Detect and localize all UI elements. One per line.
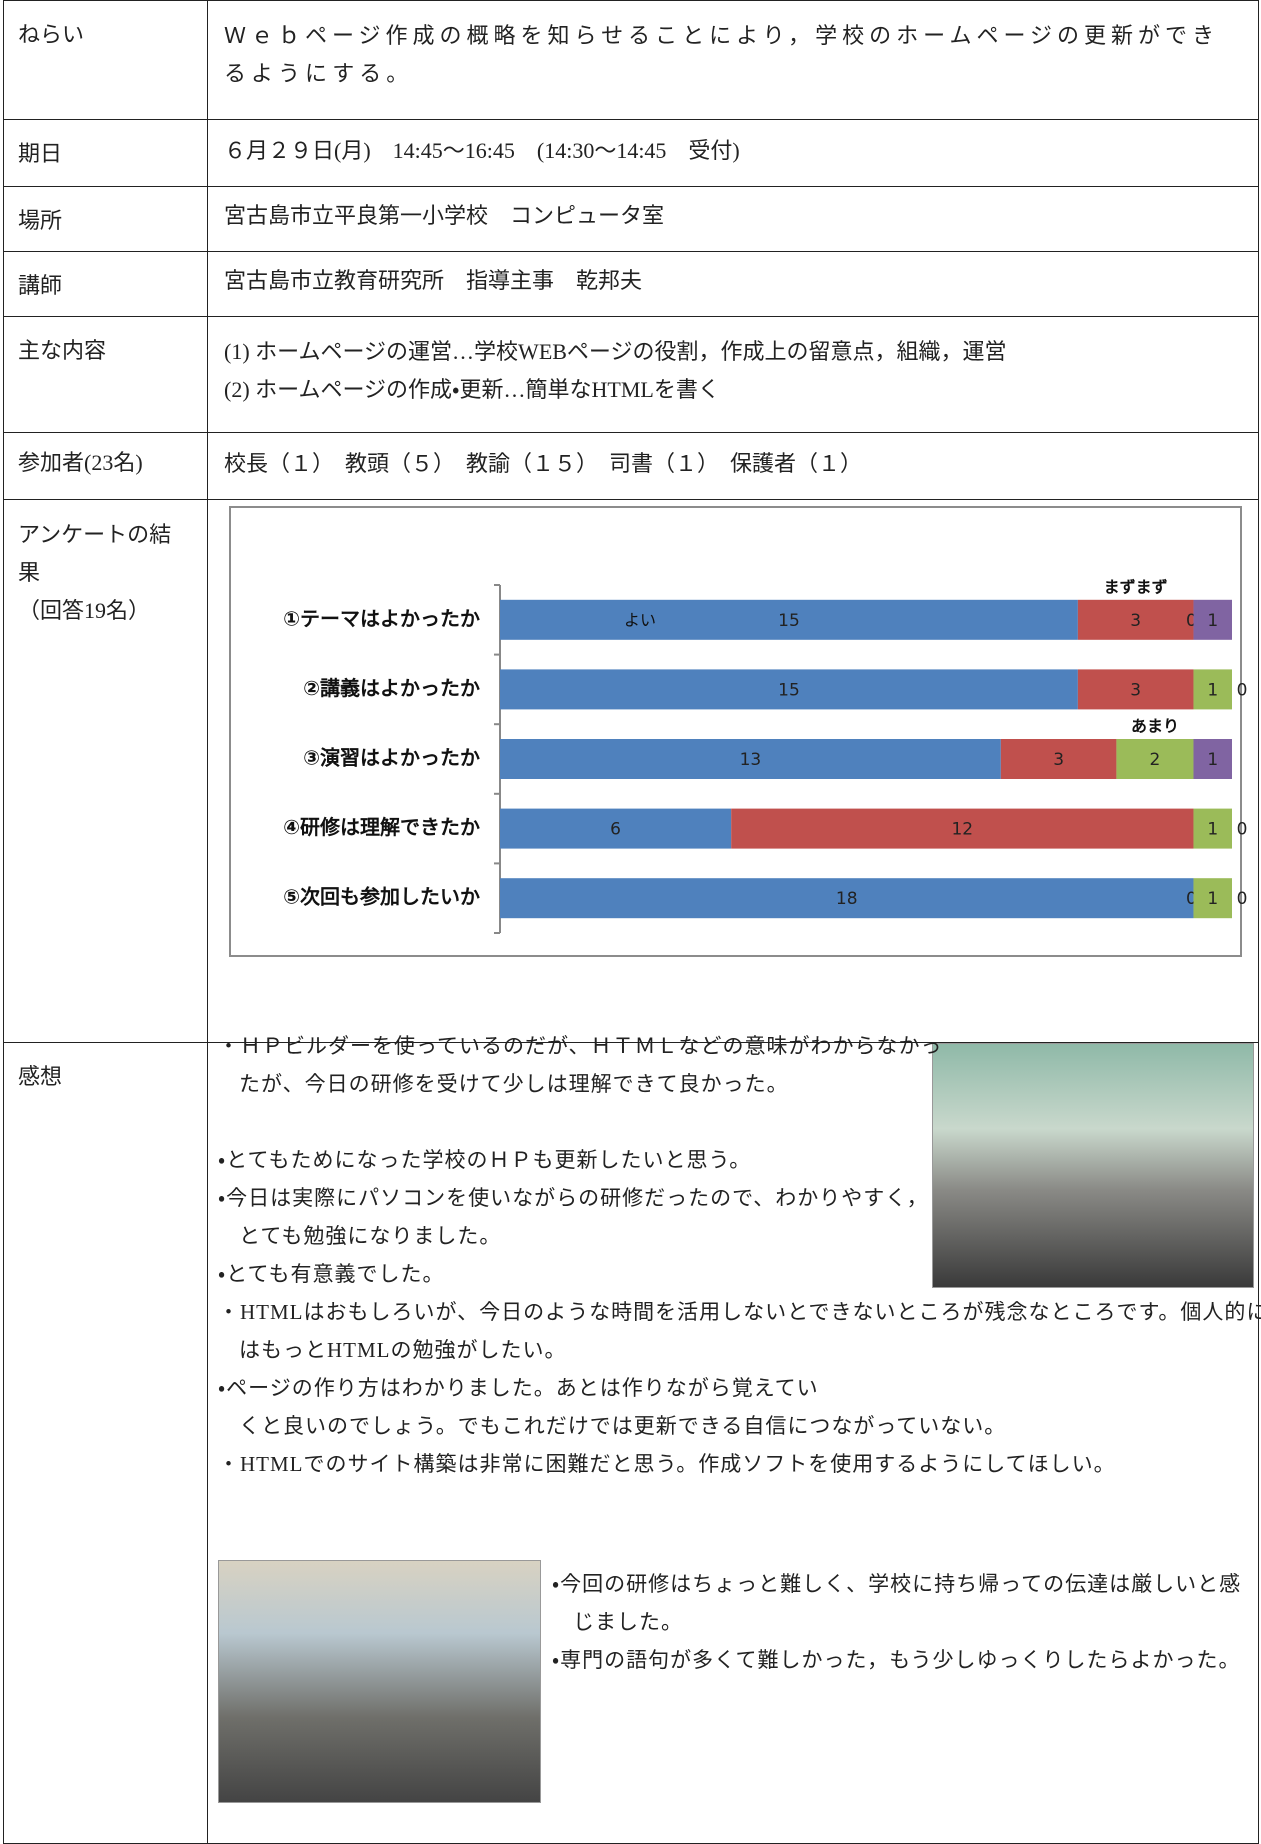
series-name: よい — [624, 610, 656, 629]
data-label: 6 — [610, 820, 621, 840]
data-label: 0 — [1237, 889, 1248, 909]
category-label: ①テーマはよかったか — [283, 606, 480, 630]
data-label: 3 — [1130, 611, 1141, 631]
data-label: 12 — [951, 820, 973, 840]
data-label: 15 — [778, 611, 800, 631]
chart: ①テーマはよかったか15301②講義はよかったか15310③演習はよかったか13… — [0, 0, 1261, 1825]
series-name: あまり — [1131, 717, 1179, 736]
category-label: ②講義はよかったか — [303, 676, 480, 700]
data-label: 2 — [1150, 750, 1161, 770]
data-label: 18 — [836, 889, 858, 909]
series-name: まずまず — [1104, 577, 1168, 596]
data-label: 3 — [1130, 680, 1141, 700]
data-label: 1 — [1207, 750, 1218, 770]
category-label: ③演習はよかったか — [303, 746, 480, 770]
data-label: 0 — [1237, 820, 1248, 840]
data-label: 1 — [1207, 889, 1218, 909]
data-label: 3 — [1053, 750, 1064, 770]
page: 研修報告 {"rows": [ {"label": "ねらい", "lines"… — [0, 0, 1261, 1825]
data-label: 13 — [740, 750, 762, 770]
category-label: ④研修は理解できたか — [283, 815, 480, 839]
data-label: 1 — [1207, 611, 1218, 631]
document: ねらいＷｅｂページ作成の概略を知らせることにより，学校のホームページの更新ができ… — [0, 0, 1261, 1825]
data-label: 0 — [1237, 680, 1248, 700]
data-label: 15 — [778, 680, 800, 700]
data-label: 1 — [1207, 820, 1218, 840]
category-label: ⑤次回も参加したいか — [283, 885, 480, 909]
data-label: 1 — [1207, 680, 1218, 700]
